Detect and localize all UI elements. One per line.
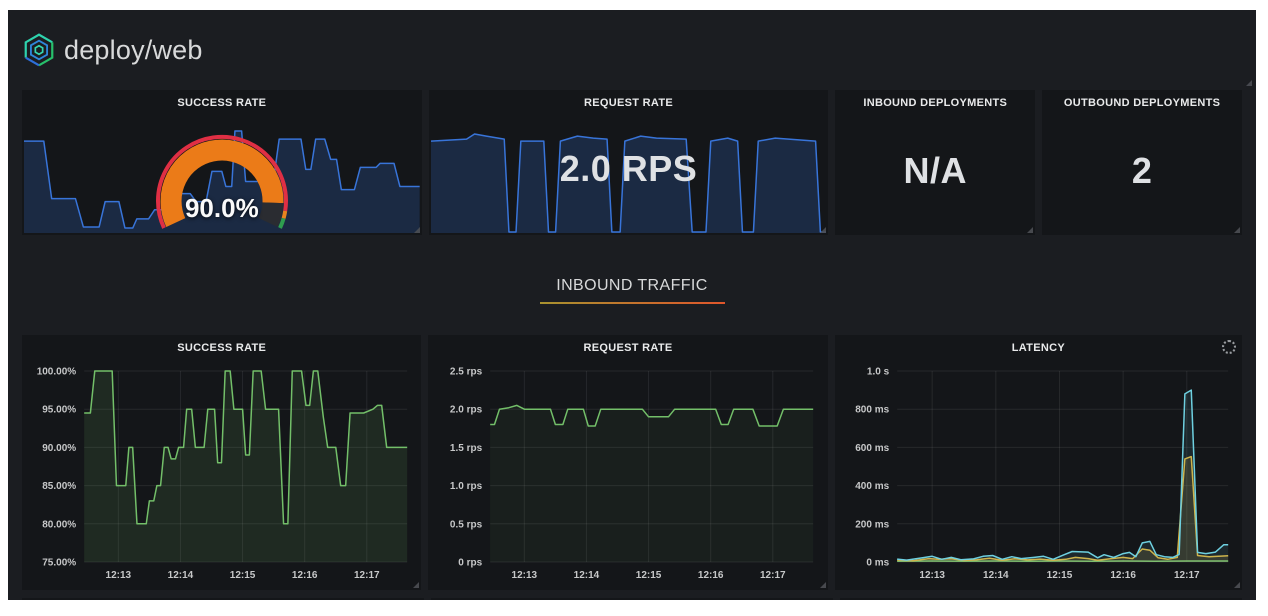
- partial-panel: [431, 598, 833, 600]
- svg-text:12:17: 12:17: [354, 570, 380, 581]
- svg-text:1.5 rps: 1.5 rps: [450, 443, 483, 454]
- row-title-inbound-traffic[interactable]: INBOUND TRAFFIC: [556, 276, 708, 294]
- panel-title-request-rate[interactable]: REQUEST RATE: [584, 97, 673, 109]
- panel-title-success-rate[interactable]: SUCCESS RATE: [177, 97, 267, 109]
- svg-text:12:13: 12:13: [919, 570, 945, 581]
- outbound-deployments-value: 2: [1131, 150, 1153, 191]
- svg-text:12:14: 12:14: [168, 570, 194, 581]
- panel-title-outbound-deployments[interactable]: OUTBOUND DEPLOYMENTS: [1063, 97, 1221, 109]
- svg-text:0 ms: 0 ms: [866, 558, 889, 569]
- panel-success-rate-chart: SUCCESS RATE 100.00% 95.00% 90.00% 85.00% 80…: [22, 335, 422, 590]
- svg-text:12:17: 12:17: [1174, 570, 1200, 581]
- panel-request-rate-stat: REQUEST RATE 2.0 RPS: [428, 90, 829, 235]
- panel-resize-handle[interactable]: [1027, 227, 1034, 233]
- success-rate-sparkline: [24, 130, 420, 233]
- row-inbound-traffic: INBOUND TRAFFIC: [8, 235, 1256, 335]
- svg-text:12:16: 12:16: [1110, 570, 1136, 581]
- request-rate-sparkline: [430, 133, 827, 233]
- panel-success-rate-stat: SUCCESS RATE 90.0%: [22, 90, 422, 235]
- header-resize-handle[interactable]: [1246, 80, 1252, 86]
- svg-text:1.0 s: 1.0 s: [867, 367, 890, 378]
- inbound-deployments-value: N/A: [903, 150, 967, 191]
- dashboard-title: deploy/web: [64, 34, 203, 65]
- panel-resize-handle[interactable]: [819, 582, 826, 588]
- panel-title-request-rate-chart[interactable]: REQUEST RATE: [583, 342, 673, 354]
- success-rate-chart: 100.00% 95.00% 90.00% 85.00% 80.00% 75.00% 12:…: [37, 367, 408, 581]
- svg-text:12:14: 12:14: [574, 570, 600, 581]
- svg-text:12:15: 12:15: [230, 570, 256, 581]
- partial-panel: [840, 598, 1242, 600]
- panel-title-latency-chart[interactable]: LATENCY: [1011, 342, 1065, 354]
- panel-inbound-deployments: INBOUND DEPLOYMENTS N/A: [835, 90, 1036, 235]
- svg-text:80.00%: 80.00%: [42, 519, 76, 530]
- request-rate-chart: 2.5 rps 2.0 rps 1.5 rps 1.0 rps 0.5 rps 0 rps…: [450, 367, 814, 581]
- svg-text:800 ms: 800 ms: [855, 405, 889, 416]
- panel-resize-handle[interactable]: [413, 227, 420, 233]
- svg-text:12:15: 12:15: [1046, 570, 1072, 581]
- panel-request-rate-chart: REQUEST RATE 2.5 rps 2.0 rps 1.5 rps 1.0 rp…: [428, 335, 828, 590]
- app-logo-icon: [22, 31, 56, 69]
- partial-panel: [22, 598, 424, 600]
- dashboard-header: deploy/web: [8, 10, 1256, 90]
- panel-resize-handle[interactable]: [413, 582, 420, 588]
- latency-chart: 1.0 s 800 ms 600 ms 400 ms 200 ms 0 ms 12:13 12…: [855, 367, 1228, 581]
- svg-text:12:13: 12:13: [106, 570, 132, 581]
- success-rate-gauge: [155, 134, 288, 229]
- panel-resize-handle[interactable]: [1234, 227, 1240, 233]
- svg-text:2.5 rps: 2.5 rps: [450, 367, 483, 378]
- success-rate-gauge-value: 90.0%: [184, 193, 259, 223]
- svg-text:12:16: 12:16: [292, 570, 318, 581]
- svg-text:85.00%: 85.00%: [42, 481, 76, 492]
- loading-spinner-icon: [1222, 340, 1237, 354]
- svg-text:95.00%: 95.00%: [42, 405, 76, 416]
- svg-text:0 rps: 0 rps: [459, 558, 483, 569]
- svg-text:400 ms: 400 ms: [855, 481, 889, 492]
- svg-text:12:13: 12:13: [512, 570, 538, 581]
- dashboard: deploy/web SUCCESS RATE 90.0% REQUEST RA…: [8, 10, 1256, 600]
- row-title-underline: [539, 301, 725, 304]
- panel-outbound-deployments: OUTBOUND DEPLOYMENTS 2: [1042, 90, 1242, 235]
- stats-row: SUCCESS RATE 90.0% REQUEST RATE 2.0 RPS …: [8, 90, 1256, 235]
- svg-text:600 ms: 600 ms: [855, 443, 889, 454]
- next-row-partial: [8, 598, 1256, 600]
- svg-text:200 ms: 200 ms: [855, 519, 889, 530]
- panel-latency-chart: LATENCY 1.0 s 800 ms 600 ms 400 ms 200 ms 0 m…: [834, 335, 1243, 590]
- svg-text:75.00%: 75.00%: [42, 558, 76, 569]
- svg-text:100.00%: 100.00%: [37, 367, 77, 378]
- svg-text:12:14: 12:14: [983, 570, 1009, 581]
- svg-text:90.00%: 90.00%: [42, 443, 76, 454]
- request-rate-value: 2.0 RPS: [559, 148, 698, 189]
- svg-text:12:15: 12:15: [636, 570, 662, 581]
- panel-title-success-rate-chart[interactable]: SUCCESS RATE: [177, 342, 267, 354]
- svg-text:12:17: 12:17: [760, 570, 786, 581]
- svg-text:0.5 rps: 0.5 rps: [450, 519, 483, 530]
- svg-text:12:16: 12:16: [698, 570, 724, 581]
- svg-text:2.0 rps: 2.0 rps: [450, 405, 483, 416]
- panel-title-inbound-deployments[interactable]: INBOUND DEPLOYMENTS: [863, 97, 1008, 109]
- panel-resize-handle[interactable]: [1234, 582, 1241, 588]
- svg-text:1.0 rps: 1.0 rps: [450, 481, 483, 492]
- charts-row: SUCCESS RATE 100.00% 95.00% 90.00% 85.00% 80…: [8, 335, 1256, 590]
- panel-resize-handle[interactable]: [820, 227, 827, 233]
